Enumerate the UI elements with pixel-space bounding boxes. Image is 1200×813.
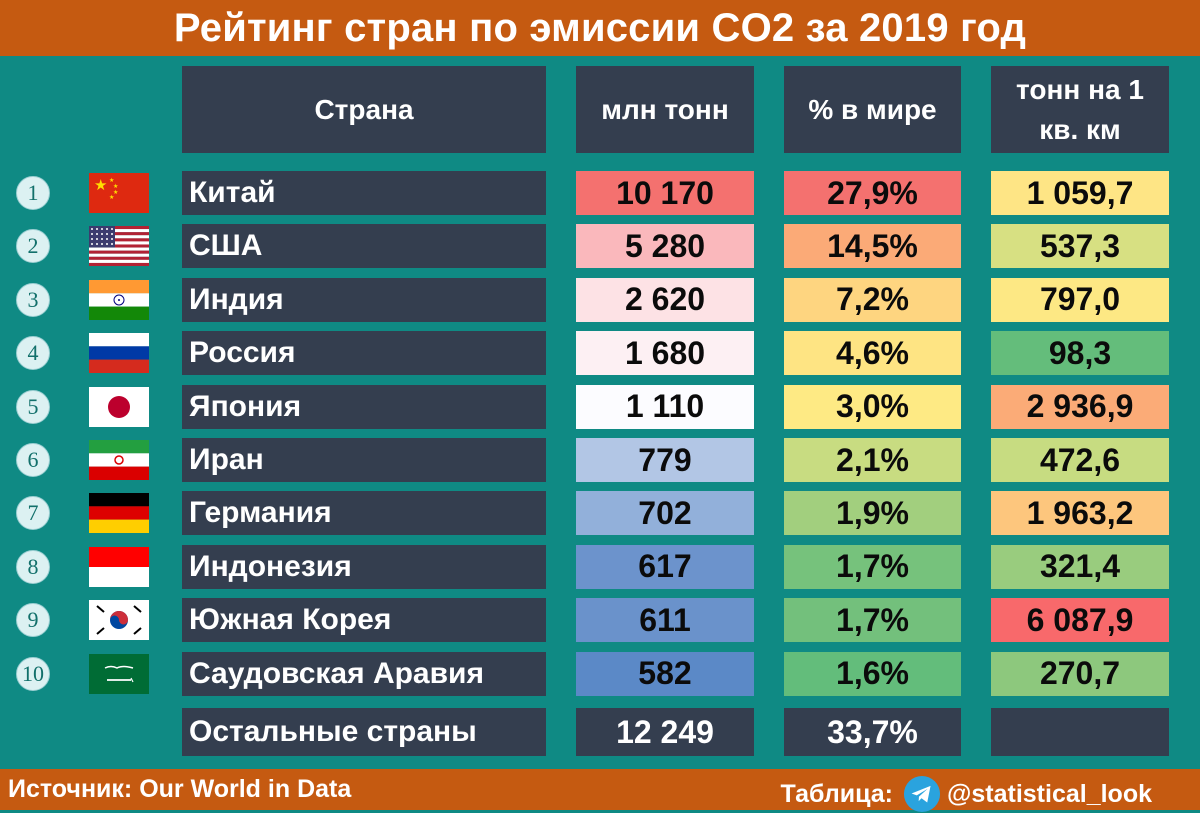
iran-flag <box>89 440 149 480</box>
footer-credit: Таблица: @statistical_look <box>780 775 1152 813</box>
header-density-line1: тонн на 1 <box>1016 73 1144 105</box>
density-value: 797,0 <box>991 277 1169 322</box>
mln-value: 2 620 <box>576 277 754 322</box>
country-name: Китай <box>182 171 546 215</box>
density-value: 1 963,2 <box>991 491 1169 536</box>
pct-value: 7,2% <box>784 277 961 322</box>
country-name: Саудовская Аравия <box>182 651 546 696</box>
header-mln-label: млн тонн <box>601 93 729 125</box>
country-name: Индия <box>182 277 546 322</box>
saudi-arabia-flag <box>89 653 149 694</box>
rank-badge: 7 <box>16 496 50 531</box>
svg-text:★: ★ <box>113 183 118 190</box>
pct-value: 1,7% <box>784 598 961 643</box>
others-country: Остальные страны <box>182 708 546 756</box>
svg-text:★: ★ <box>109 177 114 184</box>
density-value: 537,3 <box>991 224 1169 269</box>
density-value: 472,6 <box>991 438 1169 482</box>
pct-value: 4,6% <box>784 331 961 376</box>
pct-value: 1,6% <box>784 651 961 696</box>
header-mln: млн тонн <box>576 66 754 153</box>
china-flag: ★ ★ ★ ★ ★ <box>89 173 149 213</box>
footer-source: Источник: Our World in Data <box>8 775 352 803</box>
pct-value: 3,0% <box>784 384 961 429</box>
country-name: США <box>182 224 546 269</box>
country-name: Германия <box>182 491 546 536</box>
rank-badge: 9 <box>16 603 50 638</box>
pct-value: 14,5% <box>784 224 961 269</box>
header-density-line2: кв. км <box>1039 113 1121 145</box>
svg-text:★: ★ <box>94 176 107 194</box>
density-value: 1 059,7 <box>991 171 1169 215</box>
country-name: Япония <box>182 384 546 429</box>
country-name: Россия <box>182 331 546 376</box>
density-value: 98,3 <box>991 331 1169 376</box>
mln-value: 779 <box>576 438 754 482</box>
rank-badge: 6 <box>16 443 50 477</box>
density-value: 6 087,9 <box>991 598 1169 643</box>
india-flag <box>89 279 149 320</box>
mln-value: 617 <box>576 544 754 589</box>
svg-text:★: ★ <box>113 189 118 196</box>
pct-value: 27,9% <box>784 171 961 215</box>
footer-credit-prefix: Таблица: <box>780 779 893 808</box>
country-name: Иран <box>182 438 546 482</box>
others-pct: 33,7% <box>784 708 961 756</box>
rank-badge: 4 <box>16 336 50 371</box>
usa-flag <box>89 226 149 267</box>
others-country-label: Остальные страны <box>189 715 477 748</box>
rank-badge: 5 <box>16 389 50 424</box>
header-density: тонн на 1 кв. км <box>991 66 1169 153</box>
density-value: 270,7 <box>991 651 1169 696</box>
title-bar: Рейтинг стран по эмиссии CO2 за 2019 год <box>0 0 1200 56</box>
country-name: Южная Корея <box>182 598 546 643</box>
rank-badge: 8 <box>16 549 50 584</box>
others-mln-value: 12 249 <box>616 713 714 750</box>
japan-flag <box>89 386 149 427</box>
rank-badge: 3 <box>16 282 50 317</box>
rank-badge: 10 <box>16 656 50 691</box>
pct-value: 1,9% <box>784 491 961 536</box>
pct-value: 2,1% <box>784 438 961 482</box>
mln-value: 10 170 <box>576 171 754 215</box>
footer-bar: Источник: Our World in Data Таблица: @st… <box>0 769 1200 813</box>
mln-value: 702 <box>576 491 754 536</box>
pct-value: 1,7% <box>784 544 961 589</box>
rank-badge: 1 <box>16 176 50 210</box>
footer-credit-handle: @statistical_look <box>946 779 1152 808</box>
header-pct: % в мире <box>784 66 961 153</box>
header-country: Страна <box>182 66 546 153</box>
russia-flag <box>89 333 149 374</box>
density-value: 2 936,9 <box>991 384 1169 429</box>
indonesia-flag <box>89 546 149 587</box>
germany-flag <box>89 493 149 534</box>
mln-value: 582 <box>576 651 754 696</box>
mln-value: 611 <box>576 598 754 643</box>
mln-value: 5 280 <box>576 224 754 269</box>
country-name: Индонезия <box>182 544 546 589</box>
telegram-icon <box>903 775 941 813</box>
svg-text:★: ★ <box>109 194 114 201</box>
others-density <box>991 708 1169 756</box>
header-pct-label: % в мире <box>808 93 937 125</box>
others-mln: 12 249 <box>576 708 754 756</box>
south-korea-flag <box>89 600 149 641</box>
others-pct-value: 33,7% <box>827 713 918 750</box>
mln-value: 1 110 <box>576 384 754 429</box>
density-value: 321,4 <box>991 544 1169 589</box>
mln-value: 1 680 <box>576 331 754 376</box>
page-title: Рейтинг стран по эмиссии CO2 за 2019 год <box>173 5 1027 50</box>
rank-badge: 2 <box>16 229 50 264</box>
header-country-label: Страна <box>314 93 414 125</box>
